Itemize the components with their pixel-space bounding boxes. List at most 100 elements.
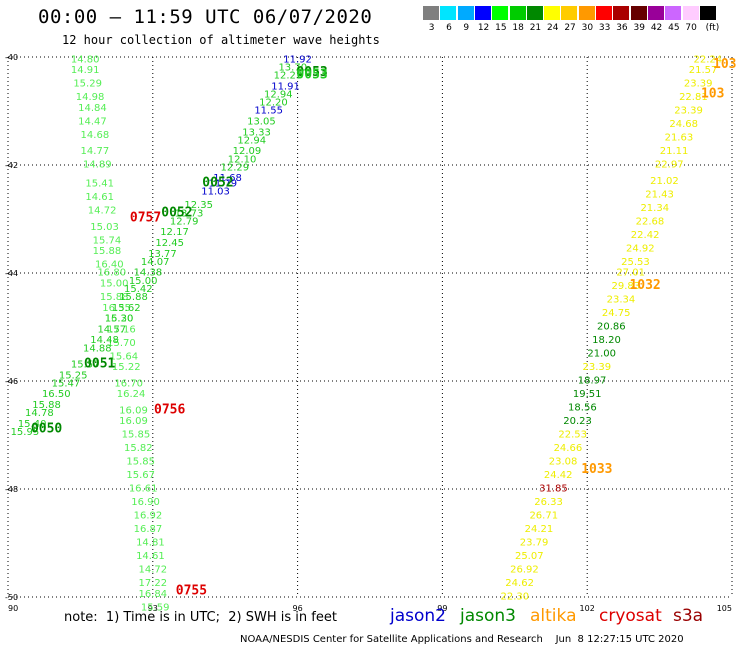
data-point-label: 16.24 xyxy=(117,389,146,400)
legend-swatch xyxy=(596,6,612,20)
data-point-label: 23.34 xyxy=(607,295,636,306)
data-point-label: 12.35 xyxy=(184,200,213,211)
data-point-label: 21.63 xyxy=(665,133,694,144)
data-point-label: 26.33 xyxy=(534,497,563,508)
data-point-label: 14.57 xyxy=(97,324,126,335)
data-point-label: 15.41 xyxy=(85,179,114,190)
data-point-label: 18.56 xyxy=(568,403,597,414)
data-point-label: 11.79 xyxy=(208,179,237,190)
legend-swatch xyxy=(492,6,509,20)
page-title: 00:00 — 11:59 UTC 06/07/2020 xyxy=(38,6,373,28)
data-point-label: 16.50 xyxy=(42,389,71,400)
data-point-label: 15.88 xyxy=(32,400,61,411)
data-point-label: 15.88 xyxy=(100,292,129,303)
data-point-label: 13.70 xyxy=(278,63,307,74)
footer-note: note: 1) Time is in UTC; 2) SWH is in fe… xyxy=(64,610,337,625)
legend-label: (ft) xyxy=(705,23,720,33)
legend-swatch xyxy=(509,6,526,20)
data-point-label: 15.82 xyxy=(124,443,153,454)
data-point-label: 12.23 xyxy=(274,71,303,82)
legend-swatch xyxy=(474,6,491,20)
data-point-label: 24.66 xyxy=(554,443,583,454)
data-point-label: 15.85 xyxy=(126,457,155,468)
data-point-label: 14.48 xyxy=(90,335,119,346)
data-point-label: 24.21 xyxy=(525,524,554,535)
data-point-label: 12.17 xyxy=(160,227,189,238)
legend-swatch xyxy=(423,6,439,20)
data-point-label: 22.24 xyxy=(694,54,723,65)
data-point-label: 14.84 xyxy=(78,103,107,114)
data-point-label: 24.42 xyxy=(544,470,573,481)
data-point-label: 18.20 xyxy=(592,335,621,346)
data-point-label: 22.97 xyxy=(655,160,684,171)
data-point-label: 15.67 xyxy=(126,470,155,481)
data-point-label: 14.38 xyxy=(134,268,163,279)
y-tick-label: -40 xyxy=(5,53,18,62)
data-point-label: 14.78 xyxy=(25,408,54,419)
pass-time-label: 0052 xyxy=(202,176,233,191)
legend-swatch xyxy=(630,6,647,20)
credit-line: NOAA/NESDIS Center for Satellite Applica… xyxy=(240,634,684,645)
data-point-label: 16.84 xyxy=(138,589,167,600)
data-point-label: 16.35 xyxy=(102,303,131,314)
legend-label: 27 xyxy=(564,23,576,33)
data-point-label: 15.22 xyxy=(112,362,141,373)
legend-label: 39 xyxy=(633,23,645,33)
data-point-label: 14.07 xyxy=(141,257,170,268)
data-point-label: 22.30 xyxy=(500,592,529,603)
data-point-label: 12.79 xyxy=(170,216,199,227)
data-point-label: 11.03 xyxy=(201,187,230,198)
legend-label: 15 xyxy=(495,23,507,33)
pass-time-label: 0053 xyxy=(296,68,327,83)
data-point-label: 31.85 xyxy=(539,484,568,495)
y-tick-label: -46 xyxy=(5,377,18,386)
legend-swatch xyxy=(526,6,543,20)
data-point-label: 15.47 xyxy=(52,378,81,389)
data-point-label: 15.62 xyxy=(112,303,141,314)
data-point-label: 15.40 xyxy=(18,419,47,430)
legend-swatch xyxy=(561,6,578,20)
mission-label-jason3: jason3 xyxy=(460,606,516,626)
data-point-label: 15.59 xyxy=(141,603,170,614)
data-point-label: 15.30 xyxy=(105,314,134,325)
data-point-label: 13.77 xyxy=(148,249,177,260)
data-point-label: 14.72 xyxy=(88,206,117,217)
data-point-label: 25.07 xyxy=(515,551,544,562)
legend-label: 12 xyxy=(477,23,490,33)
data-point-label: 12.20 xyxy=(259,98,288,109)
data-point-label: 16.20 xyxy=(105,314,134,325)
data-point-label: 16.09 xyxy=(119,405,148,416)
legend-swatch xyxy=(544,6,561,20)
data-point-label: 15.74 xyxy=(93,235,122,246)
data-point-label: 15.00 xyxy=(100,279,129,290)
data-point-label: 17.16 xyxy=(107,324,136,335)
pass-time-label: 1033 xyxy=(581,462,612,477)
legend-swatch xyxy=(699,6,716,20)
pass-time-label: 0053 xyxy=(296,65,327,80)
data-point-label: 12.94 xyxy=(237,135,266,146)
data-point-label: 18.97 xyxy=(578,376,607,387)
legend-swatch xyxy=(440,6,457,20)
data-point-label: 24.68 xyxy=(669,119,698,130)
legend-swatch xyxy=(682,6,699,20)
data-point-label: 21.57 xyxy=(689,65,718,76)
data-point-label: 11.68 xyxy=(213,173,242,184)
data-point-label: 11.55 xyxy=(254,106,283,117)
data-point-label: 16.09 xyxy=(119,416,148,427)
data-point-label: 15.95 xyxy=(11,427,40,438)
legend-label: 9 xyxy=(463,23,470,33)
mission-label-s3a: s3a xyxy=(673,606,704,626)
data-point-label: 15.03 xyxy=(90,222,119,233)
data-point-label: 22.81 xyxy=(679,92,708,103)
data-point-label: 15.88 xyxy=(119,292,148,303)
data-point-label: 11.92 xyxy=(283,54,312,65)
data-point-label: 24.92 xyxy=(626,243,655,254)
y-tick-label: -48 xyxy=(5,485,18,494)
x-tick-label: 105 xyxy=(717,604,732,613)
y-tick-label: -44 xyxy=(5,269,18,278)
data-point-label: 22.68 xyxy=(636,216,665,227)
data-point-label: 16.70 xyxy=(114,378,143,389)
data-point-label: 12.94 xyxy=(264,90,293,101)
data-point-label: 21.11 xyxy=(660,146,689,157)
axis-ticks: -40 -42 -44 -46 -48 -50 90 93 96 99 102 105 xyxy=(5,53,732,613)
